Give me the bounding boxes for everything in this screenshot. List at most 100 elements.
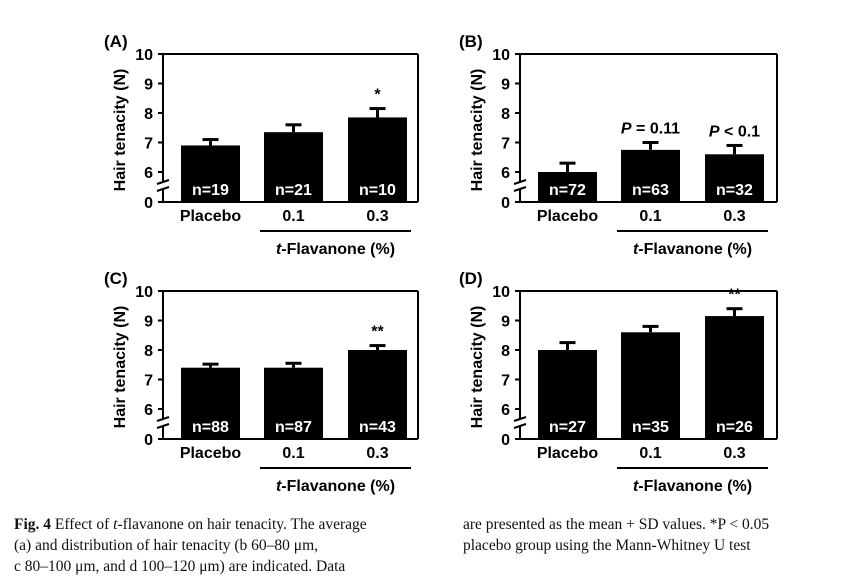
significance-annotation: ** [371,324,384,341]
y-tick-label: 7 [144,136,153,153]
n-label: n=10 [359,182,396,199]
bar-placebo [538,350,597,439]
axis-break-mark [156,179,170,185]
axis-break-mark [513,179,527,185]
axis-break-mark [513,186,527,192]
category-label: 0.3 [366,208,388,225]
y-axis-label: Hair tenacity (N) [112,69,129,192]
caption-right-line-1: are presented as the mean + SD values. *… [463,516,770,533]
chart-panel-c: (C) Hair tenacity (N) 0 6 7 8 9 10 n=88 Placebo n=… [104,269,419,495]
axis-break-mark [156,186,170,192]
y-tick-label: 8 [501,106,510,123]
panel-label: (D) [459,269,483,288]
group-label-unit: (%) [366,241,395,258]
p-symbol: P [621,121,632,138]
significance-annotation: P < 0.1 [709,123,760,140]
group-label-name: -Flavanone [638,478,723,495]
n-label: n=19 [192,182,229,199]
category-label: 0.3 [723,445,745,462]
group-label-name: -Flavanone [281,478,366,495]
group-label: t-Flavanone (%) [633,478,752,495]
n-label: n=88 [192,419,229,436]
bar-0-3 [348,350,407,439]
y-tick-label: 9 [144,314,153,331]
n-label: n=43 [359,419,396,436]
caption-right: are presented as the mean + SD values. *… [463,514,843,556]
panel-label: (B) [459,32,483,51]
group-label: t-Flavanone (%) [276,241,395,258]
category-label: 0.1 [282,445,304,462]
significance-annotation: P = 0.11 [621,121,680,138]
significance-annotation: * [374,87,381,104]
y-tick-label: 10 [135,47,153,64]
group-label-unit: (%) [366,478,395,495]
axis-break-mark [156,423,170,429]
y-tick-label: 10 [492,284,510,301]
y-tick-label: 0 [501,195,510,212]
bar-0-1 [621,332,680,439]
y-axis-label: Hair tenacity (N) [112,306,129,429]
y-tick-label: 10 [492,47,510,64]
p-value: = 0.11 [632,121,681,138]
group-label-name: -Flavanone [281,241,366,258]
category-label: 0.3 [723,208,745,225]
y-tick-label: 6 [144,402,153,419]
caption-left: Fig. 4 Effect of t-flavanone on hair ten… [14,514,424,577]
category-label: 0.1 [282,208,304,225]
group-label-prefix: t [276,241,282,258]
bar-0-3 [705,316,764,439]
panel-label: (C) [104,269,128,288]
y-axis-label: Hair tenacity (N) [469,69,486,192]
y-tick-label: 6 [501,165,510,182]
n-label: n=26 [716,419,753,436]
bar-0-1 [264,132,323,202]
caption-left-line-2: (a) and distribution of hair tenacity (b… [14,537,319,554]
bar-placebo [181,367,240,439]
y-axis-label: Hair tenacity (N) [469,306,486,429]
chart-panel-b: (B) Hair tenacity (N) 0 6 7 8 9 10 n=72 Placebo n=… [459,32,778,258]
n-label: n=72 [549,182,586,199]
n-label: n=21 [275,182,312,199]
n-label: n=63 [632,182,669,199]
group-label-unit: (%) [723,478,752,495]
group-label-name: -Flavanone [638,241,723,258]
bar-placebo [538,172,597,202]
bar-0-3 [348,117,407,202]
bar-0-1 [264,367,323,439]
y-tick-label: 0 [501,432,510,449]
category-label: 0.1 [639,208,661,225]
caption-right-line-2: placebo group using the Mann-Whitney U t… [463,537,751,554]
group-label-prefix: t [276,478,282,495]
caption-left-line-1: Fig. 4 Effect of t-flavanone on hair ten… [14,516,367,533]
p-symbol: P [709,123,720,140]
panel-label: (A) [104,32,128,51]
y-tick-label: 10 [135,284,153,301]
y-tick-label: 9 [501,314,510,331]
y-tick-label: 8 [144,343,153,360]
n-label: n=32 [716,182,753,199]
group-label-prefix: t [633,241,639,258]
y-tick-label: 9 [144,77,153,94]
axis-break-mark [513,416,527,422]
chart-panel-a: (A) Hair tenacity (N) 0 6 7 8 9 10 n=19 Placebo n=… [104,32,419,258]
n-label: n=27 [549,419,586,436]
bar-0-3 [705,154,764,202]
y-tick-label: 8 [144,106,153,123]
y-tick-label: 7 [501,136,510,153]
n-label: n=87 [275,419,312,436]
category-label: Placebo [537,208,599,225]
y-tick-label: 0 [144,432,153,449]
category-label: Placebo [180,208,242,225]
y-tick-label: 0 [144,195,153,212]
y-tick-label: 7 [144,373,153,390]
category-label: 0.1 [639,445,661,462]
group-label-unit: (%) [723,241,752,258]
chart-panel-d: (D) Hair tenacity (N) 0 6 7 8 9 10 n=27 Placebo n=… [459,269,778,495]
group-label: t-Flavanone (%) [633,241,752,258]
y-tick-label: 8 [501,343,510,360]
y-tick-label: 7 [501,373,510,390]
group-label: t-Flavanone (%) [276,478,395,495]
category-label: Placebo [180,445,242,462]
bar-placebo [181,145,240,202]
